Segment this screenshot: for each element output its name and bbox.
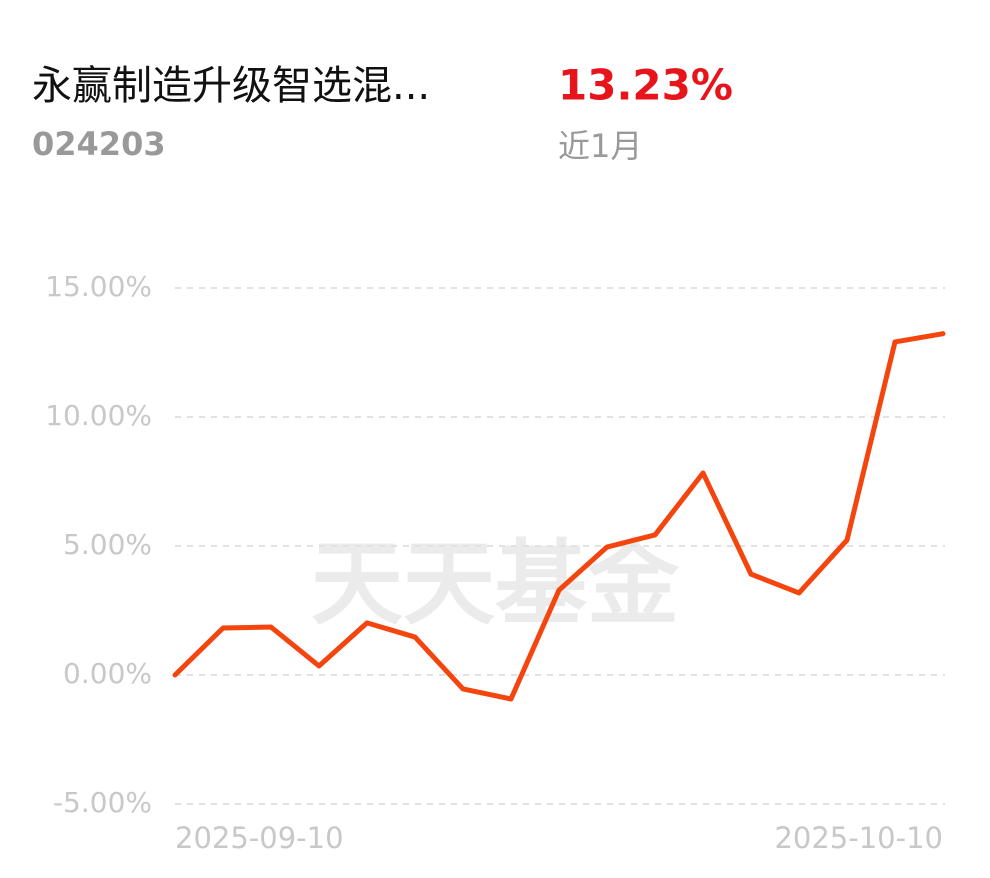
y-tick-label: 15.00% <box>45 270 152 303</box>
y-tick-label: -5.00% <box>53 786 152 819</box>
fund-code: 024203 <box>32 125 166 163</box>
watermark: 天天基金 <box>311 530 680 638</box>
x-tick-label: 2025-09-10 <box>175 821 344 855</box>
fund-name: 永赢制造升级智选混... <box>32 63 430 109</box>
return-value: 13.23% <box>558 61 733 110</box>
return-period: 近1月 <box>558 127 642 165</box>
y-tick-label: 10.00% <box>45 399 152 432</box>
y-tick-label: 5.00% <box>63 528 152 561</box>
data-line <box>172 331 946 702</box>
y-tick-label: 0.00% <box>63 657 152 690</box>
x-tick-label: 2025-10-10 <box>774 821 943 855</box>
